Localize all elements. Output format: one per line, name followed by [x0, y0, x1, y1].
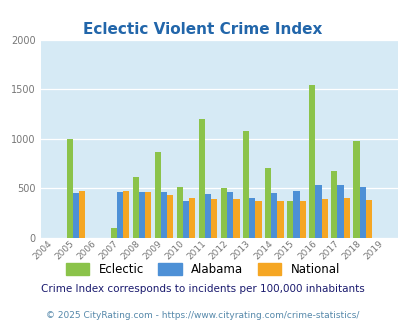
Bar — [145, 192, 151, 238]
Bar — [233, 199, 239, 238]
Bar — [227, 192, 233, 238]
Text: Crime Index corresponds to incidents per 100,000 inhabitants: Crime Index corresponds to incidents per… — [41, 284, 364, 294]
Bar — [315, 185, 321, 238]
Bar — [330, 171, 337, 238]
Bar — [243, 131, 249, 238]
Legend: Eclectic, Alabama, National: Eclectic, Alabama, National — [61, 258, 344, 281]
Bar — [286, 201, 293, 238]
Bar — [255, 201, 261, 238]
Bar — [189, 198, 195, 238]
Bar — [123, 191, 129, 238]
Bar — [177, 187, 183, 238]
Bar — [72, 193, 79, 238]
Bar — [365, 200, 371, 238]
Bar — [299, 201, 305, 238]
Bar — [139, 192, 145, 238]
Bar — [66, 139, 72, 238]
Bar — [198, 119, 205, 238]
Bar — [321, 199, 327, 238]
Bar — [277, 201, 283, 238]
Bar — [352, 141, 358, 238]
Bar — [154, 152, 161, 238]
Bar — [337, 185, 343, 238]
Bar — [132, 177, 139, 238]
Bar — [309, 85, 315, 238]
Bar — [264, 168, 271, 238]
Bar — [205, 194, 211, 238]
Bar — [220, 188, 227, 238]
Bar — [271, 193, 277, 238]
Bar — [167, 195, 173, 238]
Bar — [358, 187, 365, 238]
Bar — [249, 198, 255, 238]
Bar — [183, 201, 189, 238]
Text: Eclectic Violent Crime Index: Eclectic Violent Crime Index — [83, 22, 322, 37]
Text: © 2025 CityRating.com - https://www.cityrating.com/crime-statistics/: © 2025 CityRating.com - https://www.city… — [46, 312, 359, 320]
Bar — [161, 192, 167, 238]
Bar — [79, 191, 85, 238]
Bar — [211, 199, 217, 238]
Bar — [293, 191, 299, 238]
Bar — [117, 192, 123, 238]
Bar — [111, 228, 117, 238]
Bar — [343, 198, 349, 238]
